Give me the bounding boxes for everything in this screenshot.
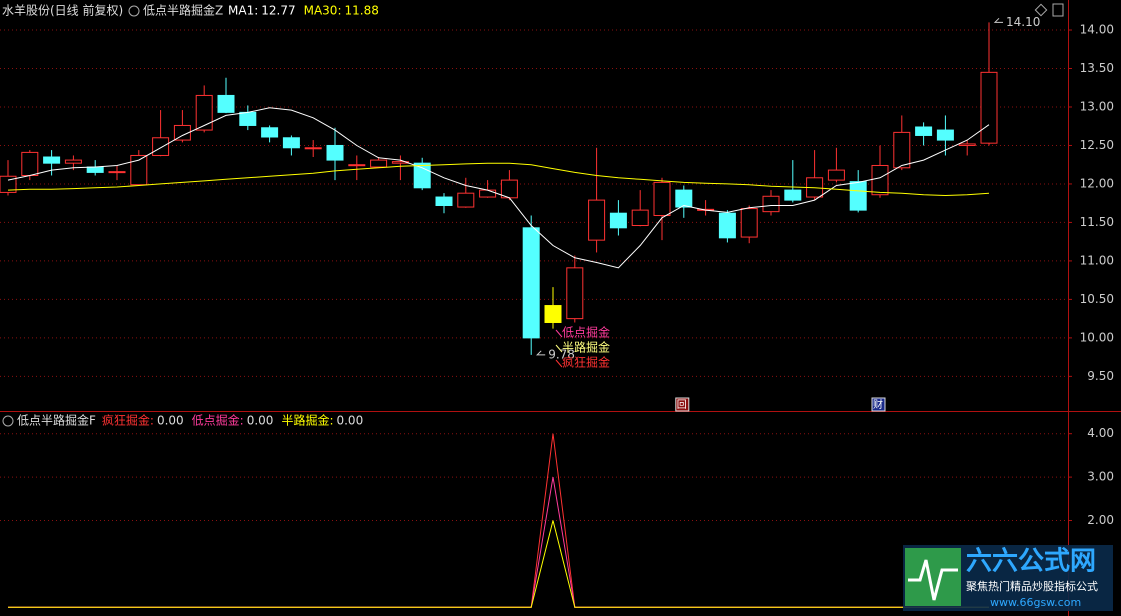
y-tick-label: 10.50 bbox=[1080, 292, 1114, 306]
candle-body bbox=[936, 129, 954, 141]
legend-name: MA30: bbox=[304, 4, 342, 18]
candle-body bbox=[152, 137, 170, 156]
candle-body bbox=[0, 175, 17, 193]
y-tick-label: 9.50 bbox=[1087, 369, 1114, 383]
line-series bbox=[7, 107, 990, 269]
event-marker-label: 回 bbox=[677, 399, 687, 411]
event-marker bbox=[675, 397, 690, 412]
y-tick-label: 13.50 bbox=[1080, 61, 1114, 75]
candle-body bbox=[653, 181, 671, 217]
candle-body bbox=[108, 171, 126, 174]
logo: 六六公式网 聚焦热门精品炒股指标公式 www.66gsw.com bbox=[903, 545, 1113, 611]
y-tick-label: 4.00 bbox=[1087, 426, 1114, 440]
signal-pointer bbox=[555, 359, 563, 368]
icon-window[interactable] bbox=[1052, 3, 1064, 17]
y-tick-label: 12.50 bbox=[1080, 138, 1114, 152]
chart-title: 水羊股份(日线 前复权) bbox=[2, 3, 123, 18]
legend-name: MA1: bbox=[228, 4, 258, 18]
candle-body bbox=[435, 196, 453, 206]
candle-body bbox=[43, 156, 61, 164]
candle-body bbox=[261, 127, 279, 138]
signal-pointer bbox=[555, 344, 563, 353]
candle-body bbox=[173, 124, 191, 141]
candle-body bbox=[958, 143, 976, 146]
legend-name: 低点掘金: bbox=[192, 413, 244, 428]
candle-body bbox=[413, 162, 431, 189]
candle-body bbox=[304, 147, 322, 150]
candle-body bbox=[348, 164, 366, 167]
candle-body bbox=[980, 71, 998, 144]
candle-body bbox=[827, 169, 845, 181]
candle-body bbox=[631, 209, 649, 227]
annotation-label: 9.78 bbox=[548, 347, 575, 361]
icon-diamond[interactable] bbox=[1034, 3, 1048, 17]
candle-body bbox=[86, 166, 104, 173]
indicator-title: 低点半路掘金Z bbox=[143, 3, 223, 18]
legend-value: 11.88 bbox=[344, 4, 378, 18]
candle-body bbox=[762, 195, 780, 213]
candle-body bbox=[479, 189, 497, 198]
candle-body bbox=[500, 179, 518, 199]
candle-body bbox=[544, 305, 562, 323]
candle-body bbox=[370, 159, 388, 168]
annotation-pointer bbox=[993, 17, 1003, 23]
y-tick-label: 14.00 bbox=[1080, 23, 1114, 37]
annotation-pointer bbox=[535, 350, 546, 356]
event-marker bbox=[871, 397, 886, 412]
candle-body bbox=[566, 267, 584, 320]
candle-body bbox=[609, 212, 627, 229]
candle-body bbox=[915, 126, 933, 136]
candle-body bbox=[64, 159, 82, 164]
signal-label: 半路掘金 bbox=[562, 340, 610, 355]
logo-url: www.66gsw.com bbox=[990, 596, 1081, 609]
legend-value: 0.00 bbox=[157, 414, 184, 428]
candle-body bbox=[326, 144, 344, 161]
logo-title: 六六公式网 bbox=[966, 547, 1096, 577]
candle-body bbox=[675, 189, 693, 208]
candle-body bbox=[217, 94, 235, 113]
legend-name: 半路掘金: bbox=[281, 413, 333, 428]
candle-body bbox=[893, 131, 911, 169]
line-series bbox=[7, 162, 990, 197]
candle-body bbox=[457, 192, 475, 208]
y-tick-label: 11.00 bbox=[1080, 253, 1114, 267]
line-series bbox=[8, 520, 989, 608]
candle-body bbox=[239, 111, 257, 126]
legend-value: 0.00 bbox=[336, 414, 363, 428]
candle-body bbox=[522, 227, 540, 339]
logo-pulse bbox=[908, 559, 958, 601]
y-tick-label: 3.00 bbox=[1087, 470, 1114, 484]
candle-body bbox=[195, 94, 213, 131]
legend-value: 0.00 bbox=[247, 414, 274, 428]
candle-body bbox=[21, 151, 39, 176]
icon-circle[interactable] bbox=[2, 415, 14, 427]
candle-body bbox=[718, 212, 736, 239]
candle-body bbox=[282, 137, 300, 149]
candle-body bbox=[740, 208, 758, 238]
event-marker-label: 财 bbox=[873, 398, 883, 411]
y-tick-label: 10.00 bbox=[1080, 330, 1114, 344]
candle-body bbox=[130, 154, 148, 186]
candle-body bbox=[784, 189, 802, 201]
logo-slogan: 聚焦热门精品炒股指标公式 bbox=[966, 579, 1098, 593]
icon-circle[interactable] bbox=[128, 5, 140, 17]
signal-pointer bbox=[555, 329, 563, 338]
indicator-title: 低点半路掘金F bbox=[17, 413, 96, 428]
annotation-label: 14.10 bbox=[1006, 15, 1040, 29]
signal-label: 疯狂掘金 bbox=[562, 355, 610, 370]
legend-value: 12.77 bbox=[261, 4, 295, 18]
y-tick-label: 2.00 bbox=[1087, 513, 1114, 527]
y-tick-label: 13.00 bbox=[1080, 99, 1114, 113]
candle-body bbox=[871, 164, 889, 196]
candle-body bbox=[849, 181, 867, 211]
signal-label: 低点掘金 bbox=[562, 325, 610, 340]
legend-name: 疯狂掘金: bbox=[102, 413, 154, 428]
y-tick-label: 12.00 bbox=[1080, 176, 1114, 190]
y-tick-label: 11.50 bbox=[1080, 215, 1114, 229]
candle-body bbox=[588, 199, 606, 241]
